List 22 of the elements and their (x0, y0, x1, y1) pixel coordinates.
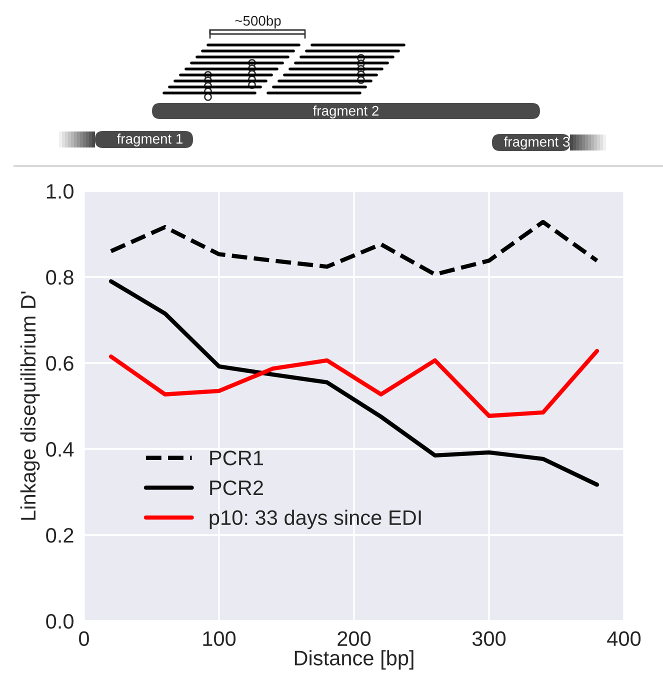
text: fragment 3 (504, 136, 570, 150)
line-series (108, 348, 600, 418)
y-axis-title: Linkage disequilibrium D' (20, 292, 40, 520)
y-tick-label: 0.2 (46, 528, 74, 543)
text: fragment 1 (117, 134, 183, 146)
text: ~500bp (235, 16, 281, 28)
x-tick-label: 200 (338, 631, 371, 646)
text: fragment 2 (313, 106, 378, 118)
x-tick-label: 100 (203, 631, 236, 646)
x-tick-label: 0 (79, 631, 89, 646)
y-tick-label: 0.4 (46, 442, 74, 457)
x-axis-title: Distance [bp] (294, 650, 414, 670)
legend-label: p10: 33 days since EDI (210, 510, 421, 530)
x-tick-label: 300 (472, 631, 506, 646)
line-series (108, 220, 600, 277)
legend-label: PCR2 (210, 480, 263, 496)
x-tick-label: 400 (607, 631, 641, 646)
legend-label: PCR1 (210, 450, 264, 466)
y-tick-label: 0.8 (46, 270, 74, 285)
y-tick-label: 1.0 (46, 184, 74, 199)
y-tick-label: 0.0 (46, 614, 74, 629)
y-tick-label: 0.6 (46, 356, 74, 371)
